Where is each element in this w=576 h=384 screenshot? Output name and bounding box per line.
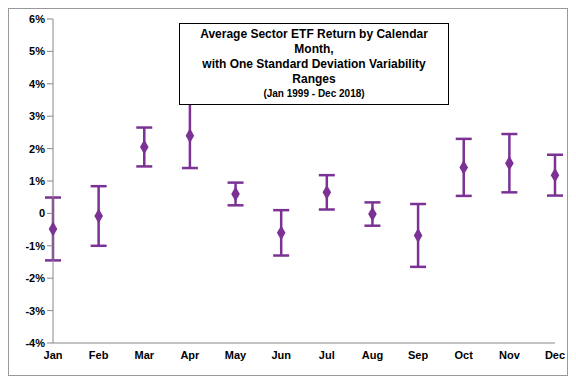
svg-text:2%: 2% [29,143,45,155]
svg-text:3%: 3% [29,110,45,122]
svg-text:4%: 4% [29,78,45,90]
svg-text:Sep: Sep [408,349,428,361]
svg-text:Dec: Dec [545,349,565,361]
svg-text:-2%: -2% [25,272,45,284]
svg-text:Feb: Feb [89,349,109,361]
html-text:(Jan 1999 - Dec 2018): (Jan 1999 - Dec 2018) [263,88,365,99]
svg-text:May: May [225,349,247,361]
svg-text:Jul: Jul [319,349,335,361]
svg-text:1%: 1% [29,175,45,187]
svg-text:0: 0 [39,207,45,219]
svg-text:Mar: Mar [134,349,154,361]
svg-text:Nov: Nov [499,349,521,361]
svg-text:Aug: Aug [362,349,383,361]
svg-text:-3%: -3% [25,305,45,317]
html-text:with One Standard Deviation Va: with One Standard Deviation Variability … [202,57,426,86]
svg-text:6%: 6% [29,13,45,25]
svg-text:Jan: Jan [44,349,63,361]
svg-text:-4%: -4% [25,337,45,349]
svg-text:5%: 5% [29,45,45,57]
svg-text:Jun: Jun [271,349,291,361]
html-text:Average Sector ETF Return by C: Average Sector ETF Return by Calendar Mo… [200,27,428,56]
svg-text:Apr: Apr [180,349,200,361]
svg-text:Oct: Oct [455,349,474,361]
svg-text:-1%: -1% [25,240,45,252]
